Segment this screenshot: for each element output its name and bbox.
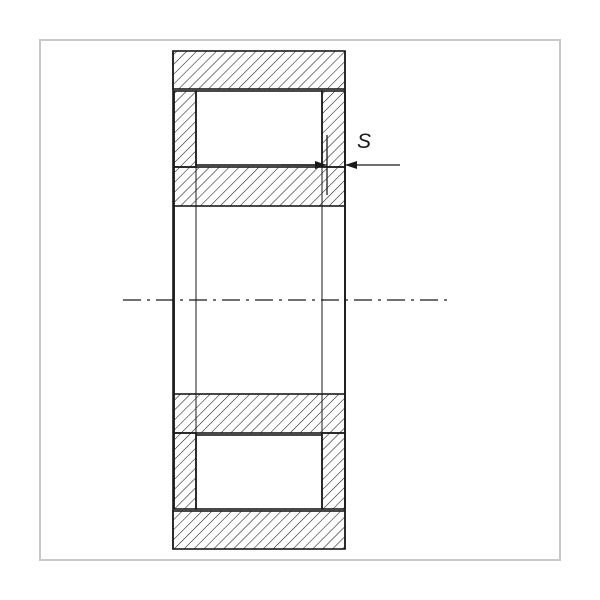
dimension-label: S — [357, 130, 371, 153]
roller-top — [196, 91, 322, 165]
inner-ring-bottom — [174, 394, 345, 433]
arrow-right-icon — [345, 161, 357, 169]
roller-bottom — [196, 435, 322, 509]
outer-ring-top — [173, 51, 345, 89]
bearing-cross-section-diagram: S — [0, 0, 600, 600]
outer-ring-bottom — [173, 511, 345, 549]
inner-ring-top — [174, 167, 345, 206]
